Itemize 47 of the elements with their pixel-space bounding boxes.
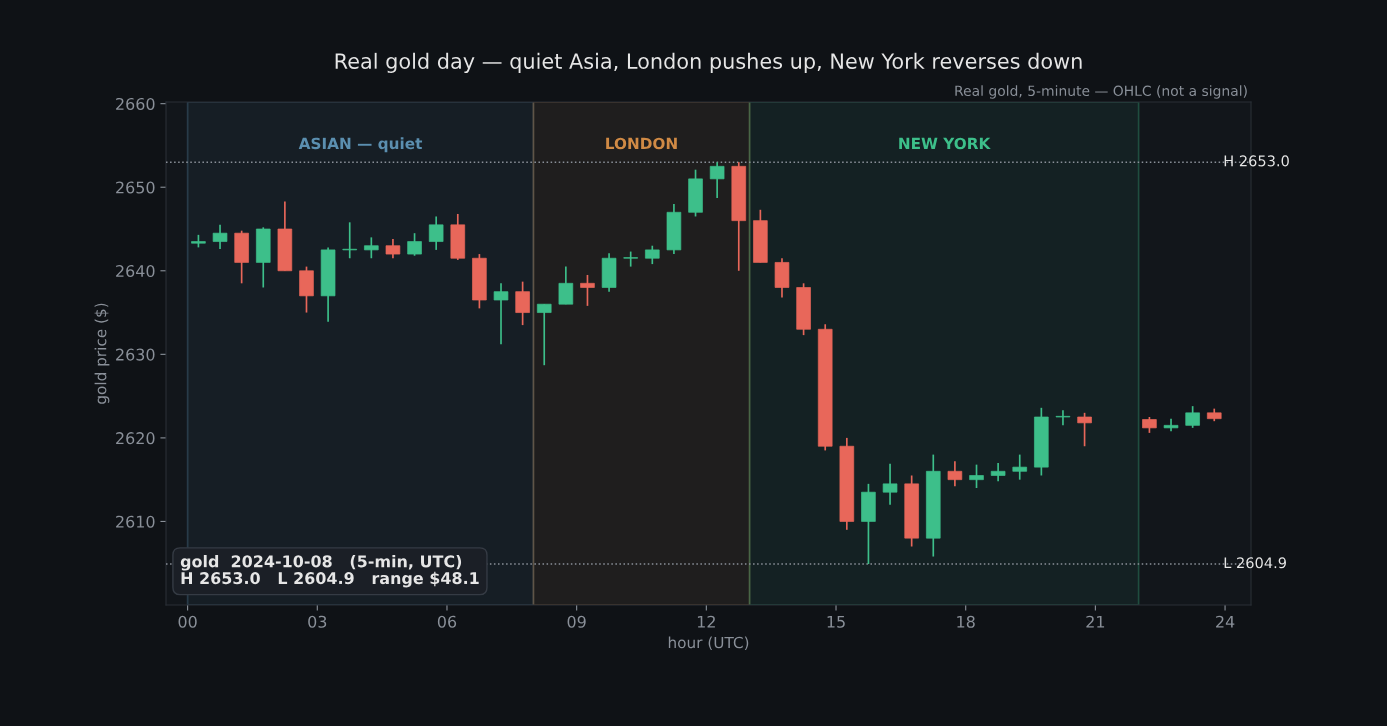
ref-line-label: H 2653.0	[1224, 155, 1289, 167]
x-tick-label: 09	[567, 615, 586, 628]
y-tick-label: 2620	[116, 432, 155, 445]
x-tick-label: 00	[178, 615, 197, 628]
x-tick-label: 12	[697, 615, 715, 628]
candlestick	[342, 221, 357, 260]
candlestick	[385, 238, 401, 260]
candlestick	[645, 244, 660, 265]
chart-title: Real gold day — quiet Asia, London pushes up, New York reverses down	[335, 52, 1082, 73]
band-label: LONDON	[606, 137, 677, 150]
candlestick	[1055, 409, 1071, 427]
annotation: gold 2024-10-08 (5-min, UTC) H 2653.0 L 2604.9 range $48.1	[180, 555, 479, 588]
candlestick	[407, 232, 422, 257]
x-tick-label: 15	[827, 615, 845, 628]
candlestick	[623, 250, 638, 268]
candlestick	[493, 282, 509, 346]
candlestick	[947, 460, 963, 488]
candlestick	[1185, 405, 1200, 429]
candlestick	[212, 223, 228, 250]
band-label: NEW YORK	[899, 137, 991, 150]
candlestick	[969, 463, 984, 489]
x-tick-label: 21	[1086, 615, 1105, 628]
candlestick	[580, 274, 595, 307]
y-tick-label: 2630	[116, 348, 155, 361]
y-tick-label: 2640	[116, 264, 155, 278]
y-tick-label: 2610	[116, 515, 155, 528]
y-axis-title: gold price ($)	[94, 303, 110, 404]
ref-line-label: L 2604.9	[1224, 557, 1286, 569]
candlestick	[536, 303, 552, 367]
candlestick	[558, 265, 574, 306]
y-tick-label: 2660	[116, 97, 155, 110]
chart-subtitle: Real gold, 5-minute — OHLC (not a signal)	[955, 85, 1247, 99]
x-tick-label: 18	[957, 615, 975, 628]
candlestick	[515, 280, 530, 326]
candlestick	[1077, 411, 1092, 448]
x-tick-label: 06	[437, 615, 457, 628]
y-tick-label: 2650	[116, 181, 155, 194]
candlestick	[428, 215, 444, 251]
candlestick	[1012, 453, 1027, 481]
x-tick-label: 03	[308, 615, 327, 628]
candlestick	[364, 236, 379, 260]
candlestick	[990, 462, 1006, 483]
candlestick	[882, 462, 898, 506]
band-label: ASIAN — quiet	[298, 137, 423, 153]
x-axis-title: hour (UTC)	[668, 636, 749, 651]
candlestick	[709, 161, 725, 199]
x-tick-label: 24	[1216, 615, 1235, 628]
